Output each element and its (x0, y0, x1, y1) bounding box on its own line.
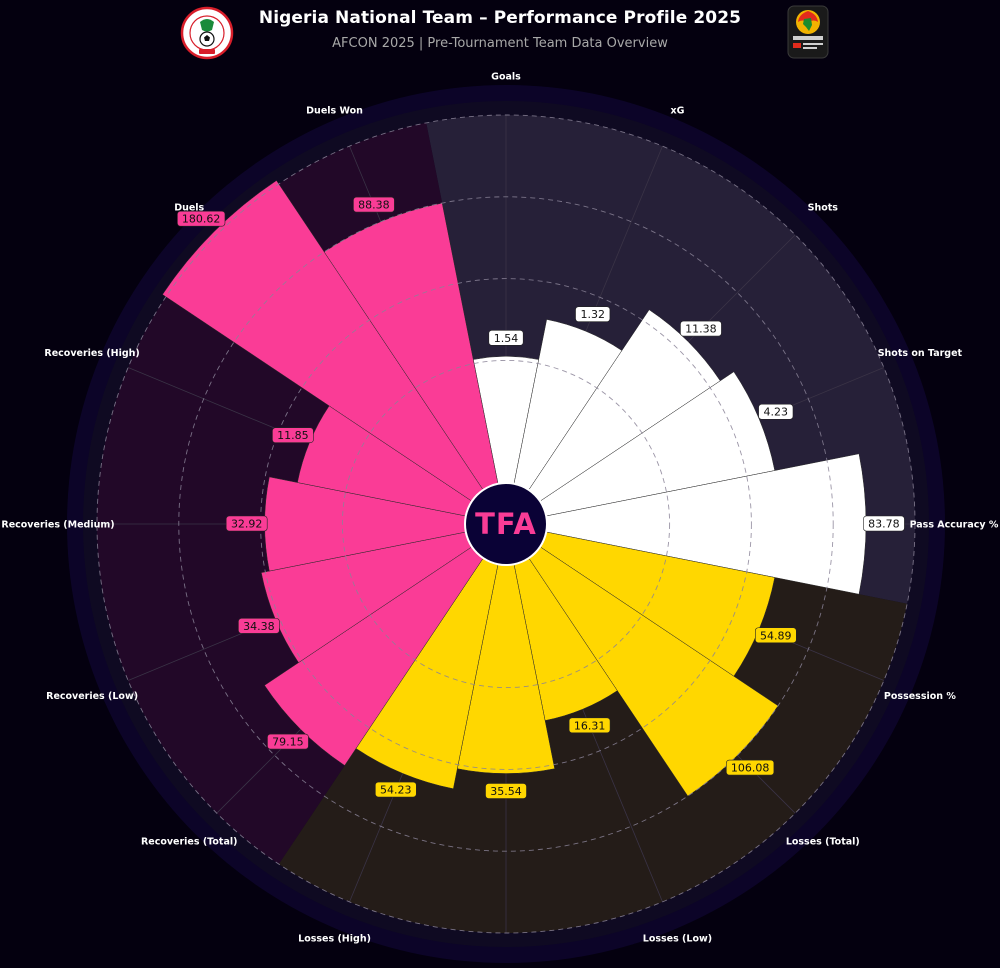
value-label-box-duels-won (353, 196, 395, 213)
value-label-box-recoveries-high (272, 427, 314, 444)
nigeria-football-federation-crest (180, 6, 234, 60)
category-label-shots: Shots (808, 203, 839, 214)
bar-duels (162, 180, 507, 525)
value-label-losses-low: 16.31 (574, 719, 606, 732)
value-label-box-xg (575, 306, 611, 322)
ring-gridline (341, 359, 671, 689)
value-label-box-recoveries-total (267, 733, 309, 750)
value-label-recoveries-total: 79.15 (272, 736, 304, 749)
value-label-box-losses-medium (485, 783, 527, 799)
category-label-xg: xG (670, 106, 684, 117)
value-label-losses-total: 106.08 (731, 762, 770, 775)
value-label-xg: 1.32 (580, 308, 605, 321)
category-label-possession: Possession % (884, 691, 956, 702)
value-label-recoveries-low: 34.38 (243, 620, 275, 633)
value-label-goals: 1.54 (494, 332, 519, 345)
value-label-box-duels (177, 210, 226, 227)
category-label-losses-high: Losses (High) (298, 933, 371, 944)
category-label-recoveries-total: Recoveries (Total) (141, 836, 238, 847)
value-label-losses-medium: 35.54 (490, 785, 522, 798)
value-label-box-losses-high (375, 781, 417, 798)
value-label-box-losses-total (725, 759, 775, 776)
center-logo-text: TFA (475, 507, 537, 541)
category-label-losses-low: Losses (Low) (643, 933, 712, 944)
category-label-recoveries-medium: Recoveries (Medium) (1, 520, 114, 531)
value-label-box-pass-accuracy (863, 515, 905, 532)
value-label-box-shots-on-target (758, 403, 794, 420)
chart-title: Nigeria National Team – Performance Prof… (258, 8, 742, 28)
value-label-box-recoveries-medium (225, 515, 268, 532)
value-label-box-shots (680, 320, 722, 337)
chart-subtitle: AFCON 2025 | Pre-Tournament Team Data Ov… (332, 36, 668, 51)
value-label-duels: 180.62 (182, 213, 221, 226)
value-label-box-goals (488, 330, 524, 346)
category-label-duels: Duels (174, 203, 204, 214)
value-label-box-recoveries-low (238, 618, 280, 634)
value-label-losses-high: 54.23 (380, 784, 412, 797)
value-label-duels-won: 88.38 (358, 199, 390, 212)
value-label-possession: 54.89 (760, 629, 792, 642)
value-label-pass-accuracy: 83.78 (868, 518, 900, 531)
category-label-shots-on-target: Shots on Target (878, 348, 963, 359)
value-label-box-losses-low (568, 717, 611, 734)
value-label-shots-on-target: 4.23 (764, 406, 789, 419)
category-label-recoveries-low: Recoveries (Low) (46, 691, 138, 702)
category-label-recoveries-high: Recoveries (High) (44, 348, 139, 359)
category-label-losses-total: Losses (Total) (786, 836, 860, 847)
value-label-recoveries-medium: 32.92 (231, 518, 263, 531)
value-label-box-possession (755, 627, 797, 644)
category-label-goals: Goals (491, 72, 521, 83)
caf-afcon-logo (787, 5, 829, 59)
ring-gridline (96, 114, 916, 934)
category-label-pass-accuracy: Pass Accuracy % (910, 520, 999, 531)
value-label-recoveries-high: 11.85 (277, 429, 309, 442)
value-label-shots: 11.38 (685, 323, 717, 336)
category-label-duels-won: Duels Won (306, 106, 363, 117)
ring-gridline (260, 278, 752, 770)
center-disc (466, 484, 546, 564)
ring-gridline (178, 196, 834, 852)
bar-recoveries-total (264, 523, 507, 766)
